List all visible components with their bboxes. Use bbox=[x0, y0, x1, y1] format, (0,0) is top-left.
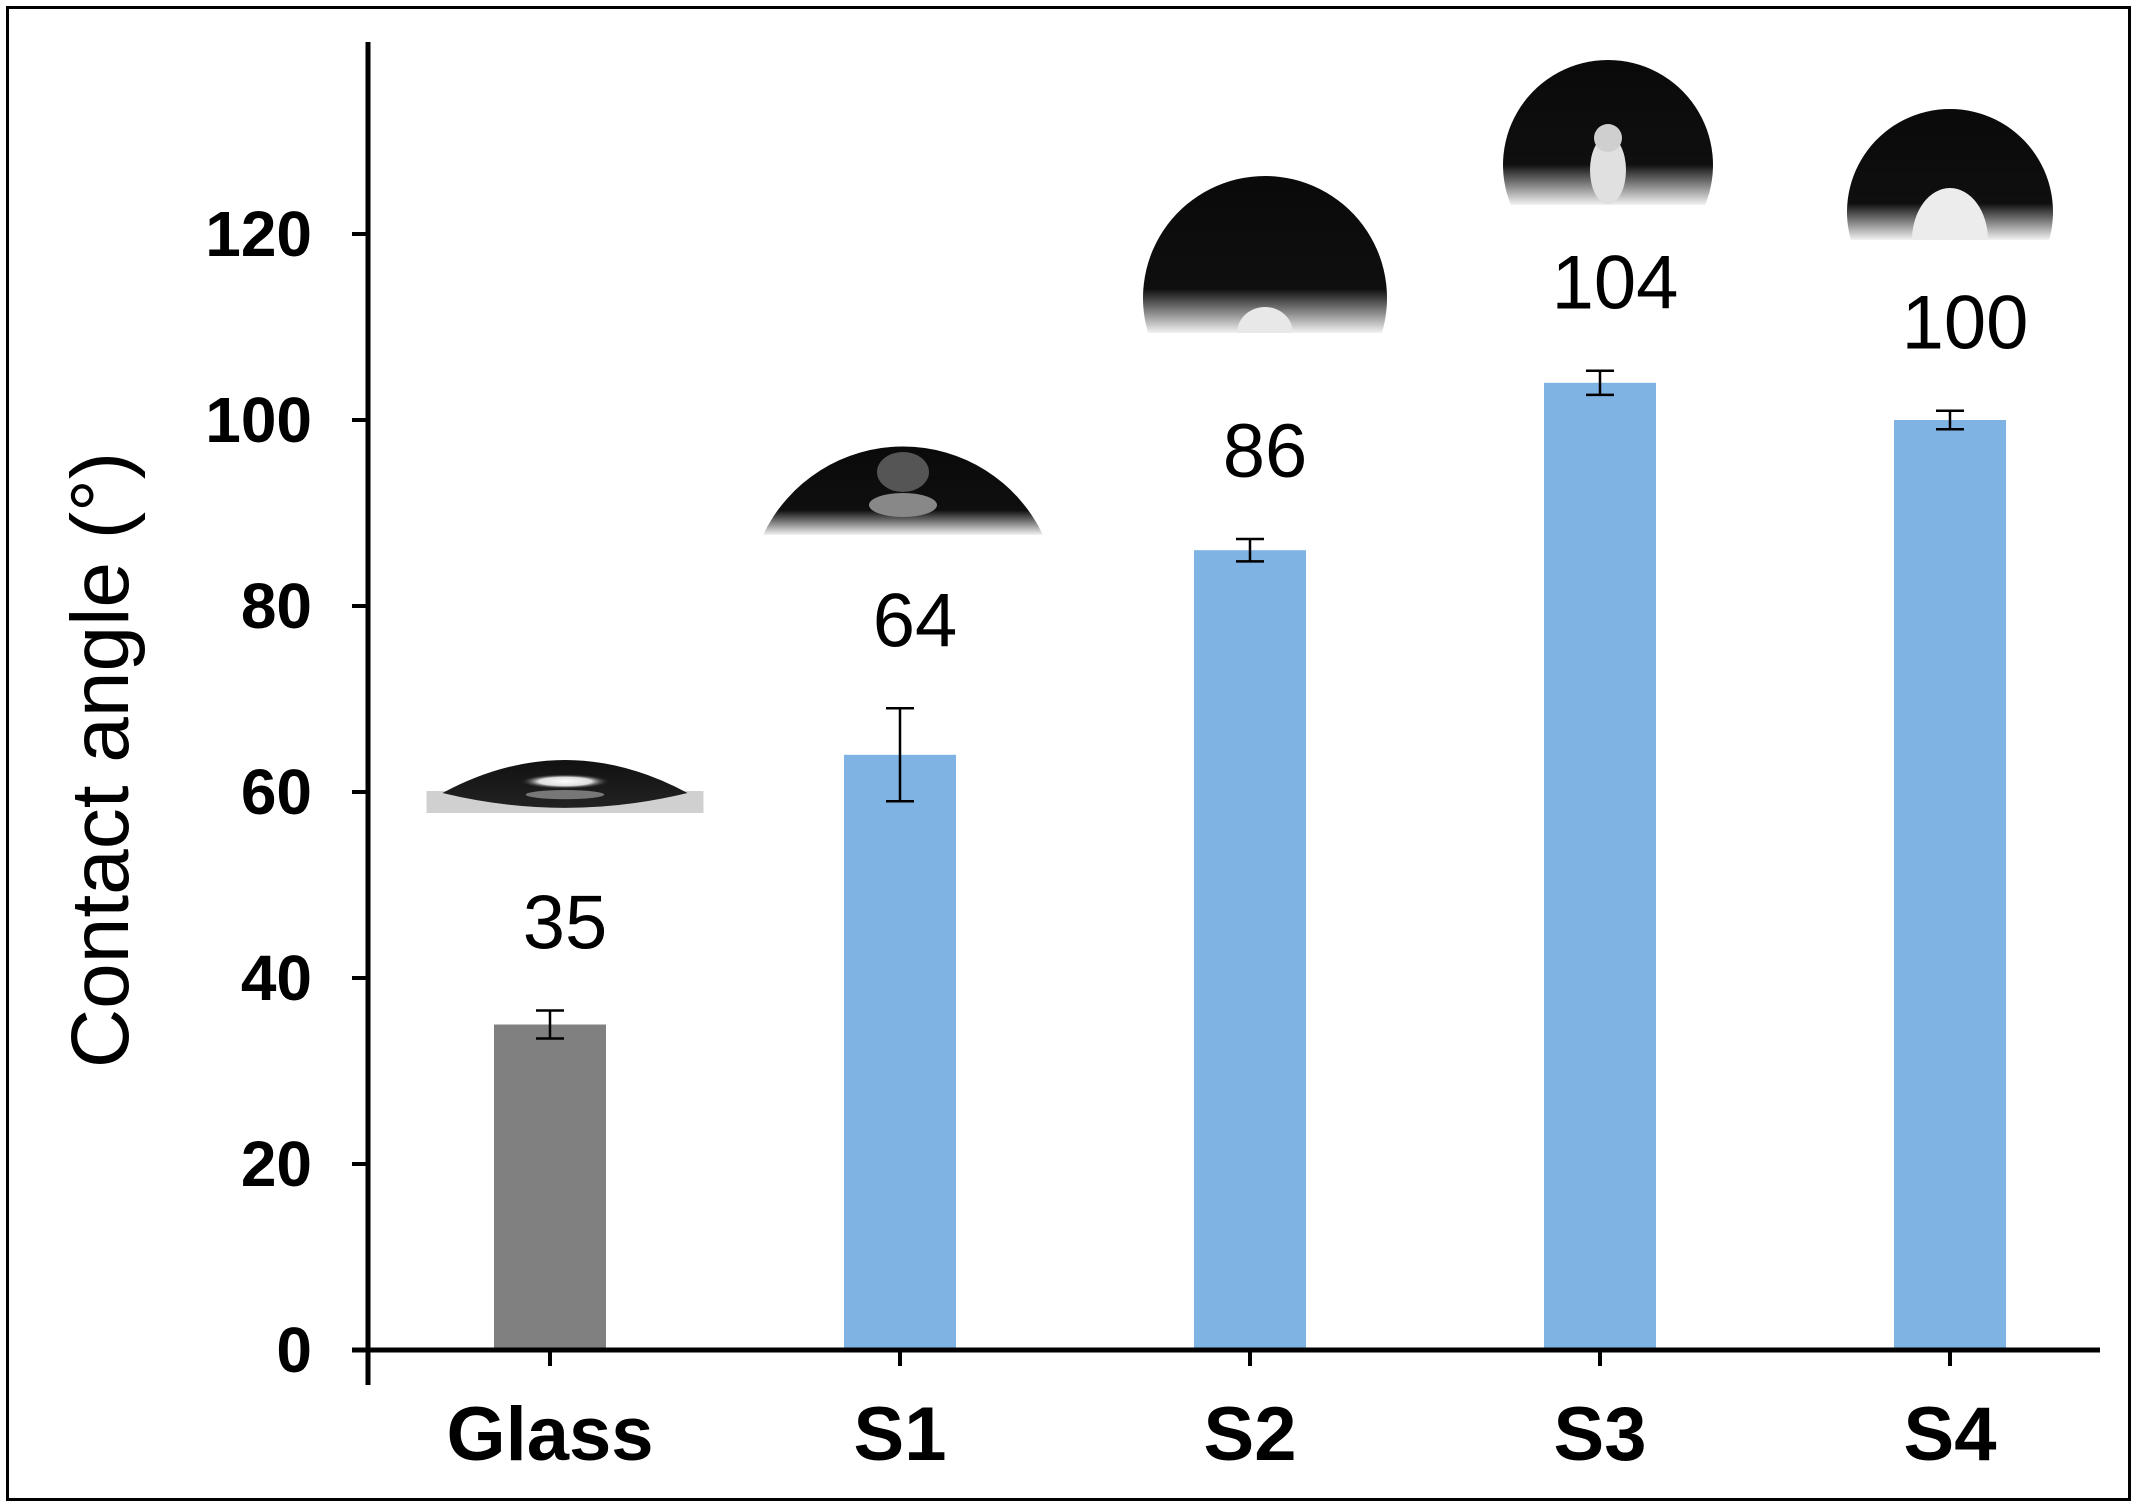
y-tick-label-60: 60 bbox=[241, 756, 312, 828]
y-tick-label-120: 120 bbox=[205, 198, 312, 270]
data-label-s1: 64 bbox=[873, 578, 958, 663]
droplet-reflection bbox=[525, 790, 605, 800]
droplet-image-s4 bbox=[1847, 109, 2053, 240]
error-bar-s2 bbox=[1236, 537, 1264, 563]
y-tick-label-40: 40 bbox=[241, 942, 312, 1014]
bars-group bbox=[494, 382, 2006, 1350]
bar-s3 bbox=[1544, 382, 1656, 1350]
error-bar-glass bbox=[536, 1009, 564, 1040]
bar-s1 bbox=[844, 754, 956, 1350]
droplet-inner-light bbox=[1237, 307, 1293, 333]
droplet-image-glass bbox=[426, 760, 704, 813]
droplet-inner-light bbox=[1912, 188, 1988, 240]
droplet-image-s1 bbox=[763, 446, 1043, 535]
data-label-glass: 35 bbox=[523, 881, 608, 966]
data-label-s3: 104 bbox=[1552, 241, 1679, 326]
data-label-s2: 86 bbox=[1223, 409, 1308, 494]
y-tick-label-0: 0 bbox=[276, 1314, 312, 1386]
droplet-highlight bbox=[1594, 124, 1622, 152]
droplet-image-s2 bbox=[1143, 175, 1387, 333]
y-axis-label: Contact angle (°) bbox=[55, 452, 146, 1068]
error-bar-s1 bbox=[886, 707, 914, 803]
figure-frame bbox=[6, 6, 2131, 1501]
droplet-image-s3 bbox=[1503, 59, 1713, 206]
y-tick-label-20: 20 bbox=[241, 1128, 312, 1200]
error-bar-s3 bbox=[1586, 369, 1614, 397]
x-tick-label-s4: S4 bbox=[1904, 1392, 1997, 1477]
x-tick-label-glass: Glass bbox=[446, 1392, 653, 1477]
droplet-body bbox=[1847, 109, 2053, 240]
droplet-reflection bbox=[869, 493, 937, 517]
droplet-insets bbox=[426, 59, 2053, 813]
error-bars-group bbox=[536, 369, 1964, 1040]
bar-glass bbox=[494, 1024, 606, 1350]
droplet-inner-light bbox=[1590, 136, 1626, 204]
x-tick-label-s3: S3 bbox=[1554, 1392, 1647, 1477]
axes-group bbox=[352, 42, 2100, 1385]
droplet-body bbox=[1143, 175, 1387, 333]
bar-s4 bbox=[1894, 420, 2006, 1350]
x-tick-label-s1: S1 bbox=[854, 1392, 947, 1477]
data-label-s4: 100 bbox=[1902, 281, 2029, 366]
droplet-highlight bbox=[520, 774, 610, 789]
labels-group: 0 20 40 60 80 100 120 35 Glass 64 S1 86 S2 104 S3 100 S4 bbox=[205, 198, 2028, 1477]
x-tick-label-s2: S2 bbox=[1204, 1392, 1297, 1477]
error-bar-s4 bbox=[1936, 409, 1964, 431]
y-tick-label-80: 80 bbox=[241, 570, 312, 642]
droplet-highlight bbox=[877, 452, 929, 492]
y-tick-label-100: 100 bbox=[205, 384, 312, 456]
bar-s2 bbox=[1194, 550, 1306, 1350]
